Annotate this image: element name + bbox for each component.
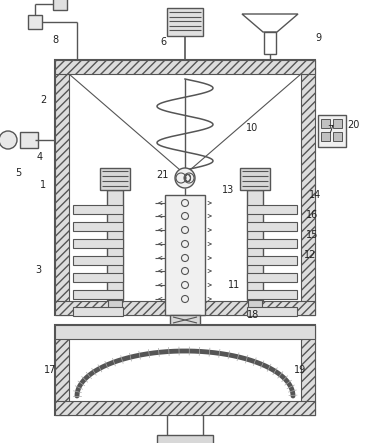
- Text: 20: 20: [347, 120, 359, 130]
- Bar: [108, 300, 122, 308]
- Text: 4: 4: [37, 152, 43, 162]
- Bar: [73, 222, 123, 231]
- Bar: [301, 60, 315, 315]
- Bar: [107, 190, 123, 300]
- Bar: [333, 119, 342, 128]
- Text: 7: 7: [327, 125, 333, 135]
- Text: 3: 3: [35, 265, 41, 275]
- Text: 15: 15: [306, 230, 318, 240]
- Bar: [157, 435, 213, 443]
- Bar: [333, 132, 342, 141]
- Text: 17: 17: [44, 365, 56, 375]
- Bar: [247, 239, 297, 248]
- Bar: [247, 307, 297, 316]
- Text: 11: 11: [228, 280, 240, 290]
- Bar: [55, 325, 69, 415]
- Bar: [321, 132, 330, 141]
- Text: 13: 13: [222, 185, 234, 195]
- Bar: [264, 32, 276, 54]
- Bar: [73, 205, 123, 214]
- Text: 10: 10: [246, 123, 258, 133]
- Text: 18: 18: [247, 310, 259, 320]
- Bar: [73, 273, 123, 282]
- Text: 19: 19: [294, 365, 306, 375]
- Bar: [247, 256, 297, 265]
- Bar: [247, 290, 297, 299]
- Bar: [321, 119, 330, 128]
- Bar: [248, 300, 262, 308]
- Bar: [55, 301, 315, 315]
- Bar: [301, 325, 315, 415]
- Bar: [170, 315, 200, 325]
- Bar: [240, 168, 270, 190]
- Bar: [55, 60, 315, 74]
- Bar: [55, 401, 315, 415]
- Bar: [53, 0, 67, 10]
- Text: 1: 1: [40, 180, 46, 190]
- Text: 5: 5: [15, 168, 21, 178]
- Bar: [318, 115, 346, 147]
- Circle shape: [0, 131, 17, 149]
- Text: 12: 12: [304, 250, 316, 260]
- Bar: [167, 8, 203, 36]
- Bar: [73, 307, 123, 316]
- Bar: [73, 239, 123, 248]
- Bar: [20, 132, 38, 148]
- Bar: [73, 256, 123, 265]
- Bar: [247, 273, 297, 282]
- Bar: [55, 325, 315, 339]
- Text: 2: 2: [40, 95, 46, 105]
- Text: 6: 6: [160, 37, 166, 47]
- Bar: [28, 15, 42, 29]
- Bar: [55, 325, 315, 415]
- Text: 8: 8: [52, 35, 58, 45]
- Bar: [247, 190, 263, 300]
- Bar: [247, 222, 297, 231]
- Text: 21: 21: [156, 170, 168, 180]
- Bar: [165, 195, 205, 315]
- Bar: [55, 60, 69, 315]
- Bar: [73, 290, 123, 299]
- Bar: [247, 205, 297, 214]
- Text: 14: 14: [309, 190, 321, 200]
- Text: 16: 16: [306, 210, 318, 220]
- Text: 9: 9: [315, 33, 321, 43]
- Bar: [55, 60, 315, 315]
- Circle shape: [175, 168, 195, 188]
- Bar: [100, 168, 130, 190]
